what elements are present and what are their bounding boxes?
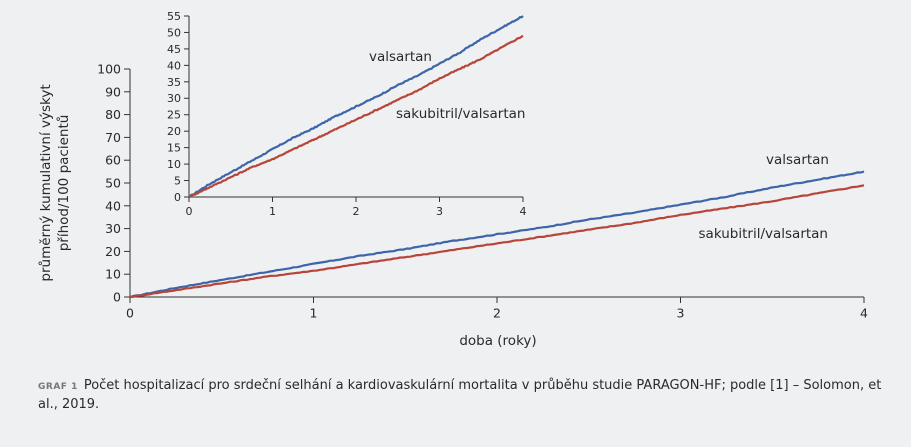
main-series-label-valsartan: valsartan — [766, 152, 829, 168]
inset-y-tick-label: 45 — [167, 43, 181, 56]
figure-caption: GRAF 1 Počet hospitalizací pro srdeční se… — [38, 377, 888, 414]
inset-y-tick-label: 10 — [167, 158, 181, 171]
x-axis-title: doba (roky) — [459, 333, 536, 349]
inset-x-tick-label: 0 — [186, 205, 193, 218]
inset-series-label-valsartan: valsartan — [369, 49, 432, 65]
caption-text: Počet hospitalizací pro srdeční selhání … — [38, 378, 882, 412]
main-y-tick-label: 30 — [105, 221, 121, 236]
inset-y-tick-label: 5 — [174, 175, 181, 188]
inset-y-tick-label: 20 — [167, 125, 181, 138]
main-y-tick-label: 20 — [105, 244, 121, 259]
inset-y-tick-label: 15 — [167, 142, 181, 155]
main-y-tick-label: 40 — [105, 198, 121, 213]
main-y-tick-label: 80 — [105, 107, 121, 122]
inset-series-label-sakubitril-valsartan: sakubitril/valsartan — [396, 106, 525, 122]
inset-x-tick-label: 1 — [269, 205, 276, 218]
caption-label: GRAF 1 — [38, 382, 78, 392]
inset-y-tick-label: 35 — [167, 76, 181, 89]
y-axis-title-line-2: příhod/100 pacientů — [56, 115, 72, 252]
inset-y-tick-label: 0 — [174, 191, 181, 204]
inset-y-tick-label: 25 — [167, 109, 181, 122]
main-series-line-sakubitril-valsartan — [129, 184, 865, 299]
main-y-tick-label: 10 — [105, 267, 121, 282]
main-y-tick-label: 0 — [113, 290, 121, 305]
chart-container: 0 10 20 30 40 50 60 70 80 90 100 0 1 2 3 4 valsartan saku… — [38, 10, 868, 349]
main-y-tick-label: 50 — [105, 176, 121, 191]
inset-y-tick-label: 30 — [167, 92, 181, 105]
main-x-tick-label: 4 — [860, 306, 868, 321]
main-y-tick-label: 90 — [105, 84, 121, 99]
inset-y-tick-label: 40 — [167, 59, 181, 72]
inset-series-line-sakubitril-valsartan — [188, 34, 524, 199]
inset-x-tick-label: 2 — [353, 205, 360, 218]
main-x-tick-label: 3 — [677, 306, 685, 321]
main-y-tick-label: 70 — [105, 130, 121, 145]
main-series-line-valsartan — [129, 170, 865, 299]
inset-x-tick-label: 4 — [520, 205, 527, 218]
inset-x-tick-label: 3 — [436, 205, 443, 218]
inset-y-tick-label: 55 — [167, 10, 181, 23]
main-x-tick-label: 2 — [493, 306, 501, 321]
main-x-tick-label: 0 — [126, 306, 134, 321]
inset-series-line-valsartan — [188, 15, 524, 198]
y-axis-title-line-1: průměrný kumulativní výskyt — [38, 84, 54, 281]
main-y-tick-label: 60 — [105, 153, 121, 168]
main-y-tick-label: 100 — [97, 62, 121, 77]
inset-y-tick-label: 50 — [167, 26, 181, 39]
main-series-label-sakubitril-valsartan: sakubitril/valsartan — [699, 226, 828, 242]
main-x-tick-label: 1 — [310, 306, 318, 321]
